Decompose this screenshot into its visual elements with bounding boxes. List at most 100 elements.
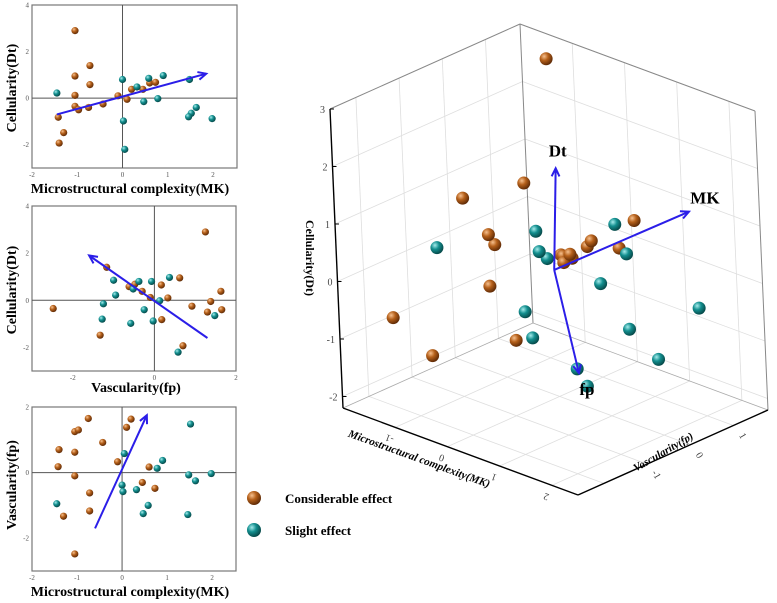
point-considerable-effect (71, 472, 79, 480)
floor-grid-line (447, 361, 638, 448)
point-considerable-effect (151, 78, 160, 86)
point3d-considerable-effect (539, 52, 553, 66)
loading-arrow-fp-shaft (553, 269, 580, 374)
point-slight-effect (208, 115, 216, 123)
point-considerable-effect (138, 478, 146, 487)
panel1-ylabel: Cellularity(Dt) (5, 43, 20, 132)
point-slight-effect (53, 89, 61, 97)
point-slight-effect (139, 509, 147, 518)
point-considerable-effect (59, 512, 68, 520)
point-considerable-effect (74, 426, 82, 434)
box-edge (754, 110, 769, 411)
point3d-considerable-effect (386, 311, 400, 325)
x-axis-line (342, 407, 579, 496)
x-tick-label: 0 (153, 374, 157, 382)
point-considerable-effect (123, 95, 131, 103)
y-tick-label: 0 (693, 451, 705, 461)
point-considerable-effect (86, 81, 94, 89)
y-tick-label: 0 (26, 469, 30, 477)
point-considerable-effect (71, 91, 79, 99)
point-slight-effect (153, 464, 161, 472)
point-slight-effect (158, 456, 167, 465)
x-tick-label: 2 (211, 171, 215, 179)
point3d-slight-effect (652, 352, 666, 366)
point3d-slight-effect (619, 247, 633, 261)
point-slight-effect (112, 291, 120, 299)
arrow-label-dt: Dt (549, 141, 567, 160)
point3d-slight-effect (529, 224, 543, 238)
wall-grid-line (728, 101, 743, 401)
y-tick-label: -2 (23, 344, 29, 352)
point-slight-effect (118, 481, 126, 489)
y-tick-label: 4 (26, 2, 30, 10)
panel1-xlabel: Microstructural complexity(MK) (31, 182, 230, 197)
point3d-slight-effect (430, 241, 444, 255)
y-tick-label: 4 (26, 203, 30, 211)
point-slight-effect (185, 471, 193, 479)
point-slight-effect (211, 312, 219, 320)
x-tick-label: 1 (165, 574, 169, 582)
y-axis-line (577, 409, 769, 496)
x-tick-label: 1 (490, 471, 498, 483)
point-considerable-effect (54, 463, 62, 471)
point-considerable-effect (218, 306, 226, 314)
point-considerable-effect (127, 415, 135, 423)
wall-grid-line (624, 62, 638, 362)
legend-marker-slight (247, 523, 261, 537)
y-tick-label: 2 (26, 250, 30, 258)
point-slight-effect (110, 276, 118, 284)
loading-arrow-3-shaft (94, 414, 148, 529)
y-tick-label: -2 (23, 535, 29, 543)
point-considerable-effect (179, 342, 187, 350)
point-slight-effect (135, 277, 143, 286)
panel2-xlabel: Vascularity(fp) (91, 381, 181, 396)
plot3d-zlabel: Cellularity(Dt) (303, 220, 317, 296)
point-considerable-effect (99, 438, 107, 447)
point-slight-effect (140, 306, 148, 314)
point-slight-effect (119, 488, 127, 496)
y-tick-label: 2 (26, 404, 30, 412)
point-considerable-effect (158, 316, 166, 324)
panel-1: -2 -1 0 1 2 -2 0 2 4 (23, 2, 238, 179)
point-considerable-effect (203, 308, 212, 316)
point-considerable-effect (49, 304, 57, 313)
wall-grid-line (485, 39, 499, 339)
plot3d-ylabel: Vascularity(fp) (631, 430, 695, 474)
point-slight-effect (184, 113, 193, 121)
point3d-considerable-effect (584, 234, 598, 248)
point-considerable-effect (71, 550, 79, 558)
box-edge (519, 23, 756, 112)
point3d-slight-effect (526, 331, 540, 345)
z-tick-label: -2 (329, 393, 337, 404)
wall-grid-line (441, 58, 456, 358)
y-tick-label: 1 (736, 431, 748, 441)
point-considerable-effect (188, 302, 196, 310)
loading-arrow-1-shaft (56, 72, 207, 116)
point-considerable-effect (151, 484, 159, 492)
point-slight-effect (149, 317, 157, 325)
point-considerable-effect (113, 458, 122, 466)
wall-grid-line (571, 43, 586, 343)
panel3-xlabel: Microstructural complexity(MK) (31, 585, 230, 600)
wall-grid-line (332, 81, 523, 167)
wall-grid-line (355, 97, 370, 397)
loading-arrow-fp-head (572, 364, 582, 376)
wall-grid-line (524, 138, 761, 227)
point-considerable-effect (127, 85, 136, 93)
floor-grid-line (499, 380, 690, 467)
floor-grid-line (395, 341, 586, 428)
x-tick-label: 2 (542, 490, 550, 502)
point-considerable-effect (60, 129, 68, 137)
point-slight-effect (207, 469, 215, 478)
panel-2: -2 0 2 -2 0 2 4 (23, 203, 238, 383)
point3d-considerable-effect (481, 228, 495, 242)
point3d-considerable-effect (627, 213, 641, 227)
point-considerable-effect (86, 507, 94, 515)
point3d-slight-effect (608, 217, 622, 231)
point-considerable-effect (71, 72, 79, 80)
loading-arrow-1-head (197, 71, 209, 81)
wall-grid-line (532, 311, 768, 399)
point-slight-effect (53, 500, 61, 508)
panel3-ylabel: Vascularity(fp) (5, 440, 20, 530)
point3d-slight-effect (692, 301, 706, 315)
